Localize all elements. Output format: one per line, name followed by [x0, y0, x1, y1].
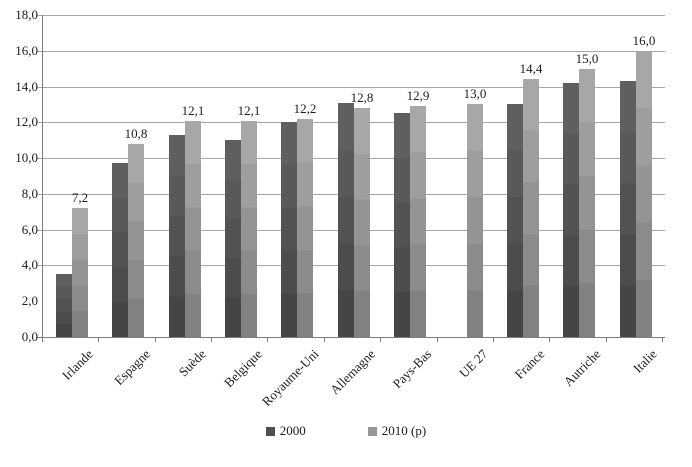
- x-axis-category-label: Espagne: [111, 346, 153, 389]
- data-label: 12,8: [350, 90, 374, 105]
- bar-2000: [112, 163, 128, 337]
- bar-2000: [563, 83, 579, 337]
- x-axis-tick: [324, 337, 325, 342]
- x-axis-category-label: Belgique: [221, 346, 265, 391]
- bar-2010p: [579, 69, 595, 337]
- bar-2000: [225, 140, 241, 337]
- gridline: [37, 51, 665, 52]
- x-axis-category-label: UE 27: [456, 346, 491, 381]
- gridline: [37, 87, 665, 88]
- bar-2000: [281, 122, 297, 337]
- x-axis-tick: [493, 337, 494, 342]
- bar-2010p: [467, 104, 483, 337]
- x-axis-category-label: Royaume-Uni: [259, 346, 322, 409]
- bar-2000: [394, 113, 410, 337]
- y-axis-tick-label: 0,0: [21, 329, 38, 344]
- y-axis-tick-label: 12,0: [15, 114, 38, 129]
- x-axis-category-label: Autriche: [560, 346, 603, 390]
- legend-swatch-2010-icon: [367, 426, 377, 436]
- bar-2010p: [523, 79, 539, 337]
- legend: 2000 2010 (p): [0, 424, 692, 438]
- data-label: 16,0: [632, 33, 656, 48]
- data-label: 10,8: [124, 126, 148, 141]
- legend-swatch-2000-icon: [265, 426, 275, 436]
- x-axis-tick: [606, 337, 607, 342]
- data-label: 12,1: [181, 103, 205, 118]
- bar-2000: [56, 274, 72, 337]
- y-axis-tick-label: 4,0: [21, 257, 38, 272]
- y-axis-line: [42, 15, 43, 342]
- x-axis-tick: [380, 337, 381, 342]
- legend-label-2010: 2010 (p): [381, 423, 427, 438]
- x-axis-category-label: France: [511, 346, 547, 382]
- y-axis-tick-label: 8,0: [21, 186, 38, 201]
- y-axis-tick-label: 2,0: [21, 293, 38, 308]
- x-axis-tick: [437, 337, 438, 342]
- x-axis-tick: [267, 337, 268, 342]
- x-axis-category-label: Italie: [630, 346, 660, 376]
- x-axis-tick: [211, 337, 212, 342]
- y-axis-tick-label: 14,0: [15, 79, 38, 94]
- legend-label-2000: 2000: [279, 423, 306, 438]
- bar-2010p: [128, 144, 144, 337]
- legend-item-2000: 2000: [265, 423, 306, 438]
- x-axis-tick: [155, 337, 156, 342]
- legend-item-2010: 2010 (p): [367, 423, 427, 438]
- data-label: 13,0: [463, 86, 487, 101]
- bar-2010p: [297, 119, 313, 337]
- data-label: 12,1: [237, 103, 261, 118]
- bar-2000: [169, 135, 185, 337]
- x-axis-category-label: Pays-Bas: [389, 346, 434, 392]
- bar-2010p: [636, 51, 652, 337]
- x-axis-tick: [98, 337, 99, 342]
- bar-2010p: [410, 106, 426, 337]
- data-label: 12,2: [293, 101, 317, 116]
- bar-2010p: [354, 108, 370, 337]
- bar-2010p: [185, 121, 201, 337]
- bar-2000: [507, 104, 523, 337]
- data-label: 7,2: [71, 190, 89, 205]
- bar-2000: [338, 103, 354, 337]
- x-axis-tick: [549, 337, 550, 342]
- x-axis-line: [37, 337, 665, 338]
- gridline: [37, 15, 665, 16]
- bar-2000: [620, 81, 636, 337]
- x-axis-category-label: Allemagne: [326, 346, 378, 398]
- data-label: 14,4: [519, 61, 543, 76]
- x-axis-tick: [42, 337, 43, 342]
- y-axis-tick-label: 16,0: [15, 43, 38, 58]
- bar-2010p: [241, 121, 257, 337]
- y-axis-tick-label: 18,0: [15, 7, 38, 22]
- data-label: 12,9: [406, 88, 430, 103]
- x-axis-category-label: Irlande: [59, 346, 96, 383]
- y-axis-tick-label: 10,0: [15, 150, 38, 165]
- y-axis-tick-label: 6,0: [21, 222, 38, 237]
- x-axis-category-label: Suède: [175, 346, 209, 380]
- data-label: 15,0: [575, 51, 599, 66]
- bar-2010p: [72, 208, 88, 337]
- x-axis-tick: [662, 337, 663, 342]
